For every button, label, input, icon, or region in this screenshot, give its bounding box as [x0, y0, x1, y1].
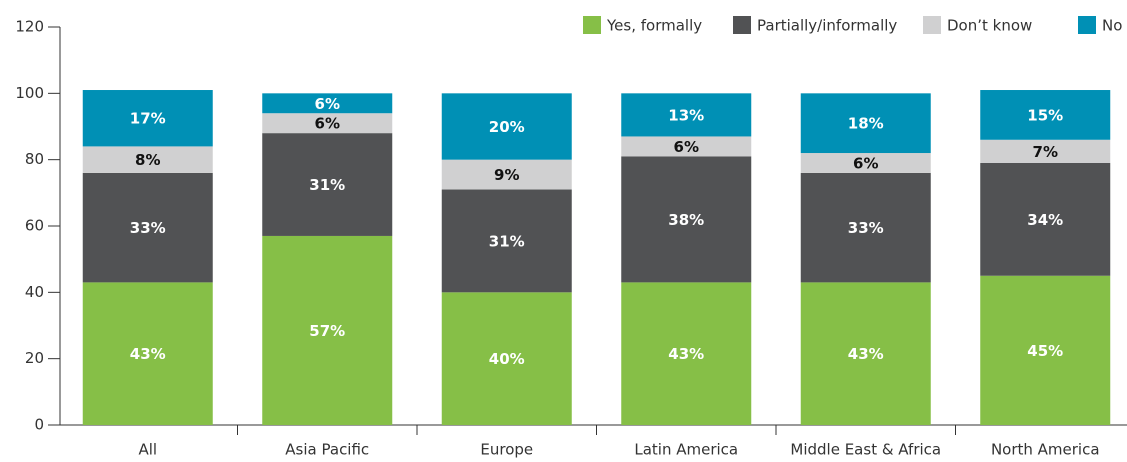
value-label: 45%	[1027, 342, 1063, 360]
bar-segment	[441, 189, 572, 293]
value-label: 31%	[489, 232, 525, 250]
value-label: 40%	[489, 350, 525, 368]
bar-segment	[980, 275, 1111, 425]
bar-segment	[262, 235, 393, 425]
y-tick-label: 20	[25, 349, 44, 367]
bar-segment	[262, 133, 393, 236]
bar-segment	[621, 156, 752, 283]
bar-segment	[82, 146, 213, 173]
legend-swatch	[583, 16, 601, 34]
value-label: 34%	[1027, 211, 1063, 229]
value-label: 31%	[309, 176, 345, 194]
bar-segment	[262, 93, 393, 114]
x-tick-label: Latin America	[634, 441, 738, 459]
legend-swatch	[733, 16, 751, 34]
value-label: 43%	[130, 345, 166, 363]
value-label: 33%	[848, 219, 884, 237]
value-label: 9%	[494, 166, 519, 184]
bar-segment	[800, 93, 931, 154]
bar-segment	[441, 159, 572, 190]
x-tick-label: North America	[991, 441, 1100, 459]
value-label: 15%	[1027, 106, 1063, 124]
value-label: 43%	[668, 345, 704, 363]
bar-segment	[82, 282, 213, 425]
x-tick-label: Middle East & Africa	[790, 441, 941, 459]
value-label: 8%	[135, 151, 160, 169]
value-label: 17%	[130, 110, 166, 128]
y-tick-label: 80	[25, 150, 44, 168]
x-tick-label: Asia Pacific	[285, 441, 369, 459]
bar-segment	[82, 172, 213, 283]
bar-segment	[621, 282, 752, 425]
bar-segment	[980, 139, 1111, 163]
value-label: 6%	[853, 154, 878, 172]
bar-segment	[82, 90, 213, 147]
bar-segment	[441, 93, 572, 160]
value-label: 18%	[848, 115, 884, 133]
bar-segment	[441, 292, 572, 425]
y-tick-label: 120	[15, 18, 44, 36]
y-tick-label: 0	[34, 416, 44, 434]
bar-segment	[800, 153, 931, 173]
value-label: 38%	[668, 211, 704, 229]
x-tick-label: All	[138, 441, 157, 459]
value-label: 6%	[315, 95, 340, 113]
value-label: 6%	[674, 138, 699, 156]
bar-segment	[980, 90, 1111, 140]
legend-label: No	[1102, 17, 1122, 35]
value-label: 43%	[848, 345, 884, 363]
bar-segment	[621, 93, 752, 137]
value-label: 6%	[315, 115, 340, 133]
bar-segment	[800, 172, 931, 283]
legend-label: Partially/informally	[757, 17, 897, 35]
value-label: 33%	[130, 219, 166, 237]
bar-segment	[262, 113, 393, 134]
value-label: 13%	[668, 106, 704, 124]
legend-label: Don’t know	[947, 17, 1032, 35]
y-tick-label: 40	[25, 283, 44, 301]
legend-swatch	[923, 16, 941, 34]
legend-label: Yes, formally	[606, 17, 702, 35]
bar-segment	[621, 136, 752, 157]
y-tick-label: 100	[15, 84, 44, 102]
x-tick-label: Europe	[480, 441, 533, 459]
value-label: 57%	[309, 322, 345, 340]
legend-swatch	[1078, 16, 1096, 34]
value-label: 7%	[1033, 143, 1058, 161]
y-tick-label: 60	[25, 217, 44, 235]
value-label: 20%	[489, 118, 525, 136]
bar-segment	[980, 162, 1111, 276]
bar-segment	[800, 282, 931, 425]
